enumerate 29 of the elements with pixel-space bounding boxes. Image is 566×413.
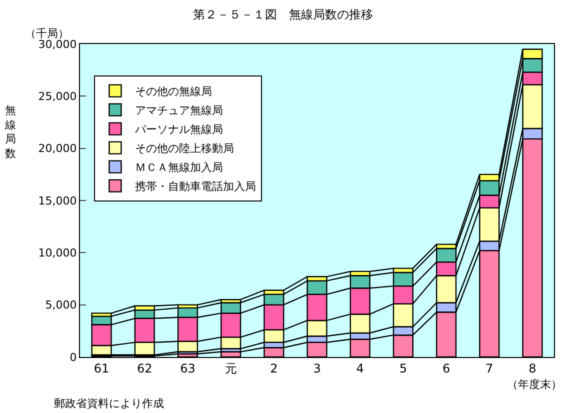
x-tick-label: 6 xyxy=(442,361,450,376)
legend-label: 携帯・自動車電話加入局 xyxy=(135,180,256,194)
legend-label: その他の陸上移動局 xyxy=(135,142,234,156)
x-tick-label: 3 xyxy=(313,361,321,376)
y-tick-label: 0 xyxy=(70,350,77,364)
legend-label: パーソナル無線局 xyxy=(134,123,224,136)
x-tick-label: 62 xyxy=(137,361,152,376)
y-tick-label: 10,000 xyxy=(38,246,77,260)
x-tick-label: 8 xyxy=(528,361,536,376)
legend-label: ＭＣＡ無線加入局 xyxy=(135,161,224,174)
y-tick-label: 5,000 xyxy=(45,298,77,312)
y-axis-title: 無線局数 xyxy=(4,104,16,160)
text: 郵政省資料により作成 xyxy=(54,397,164,410)
x-tick-label: 4 xyxy=(356,361,364,376)
x-tick-label: 2 xyxy=(270,361,278,376)
y-tick-label: 30,000 xyxy=(38,38,77,51)
y-tick-label: 25,000 xyxy=(38,90,77,104)
text: （年度末） xyxy=(507,378,562,391)
x-tick-label: 61 xyxy=(94,361,110,376)
chart-title: 第２－５－１図 無線局数の推移 xyxy=(193,8,373,22)
y-tick-label: 20,000 xyxy=(38,142,77,156)
legend-label: アマチュア無線局 xyxy=(135,104,224,118)
x-tick-label: 63 xyxy=(180,361,196,376)
y-tick-label: 15,000 xyxy=(38,194,77,208)
legend-label: その他の無線局 xyxy=(135,85,212,98)
x-tick-label: 5 xyxy=(399,361,407,376)
text: （千局） xyxy=(25,27,69,40)
x-tick-label: 7 xyxy=(486,361,494,376)
x-tick-label: 元 xyxy=(224,361,237,376)
